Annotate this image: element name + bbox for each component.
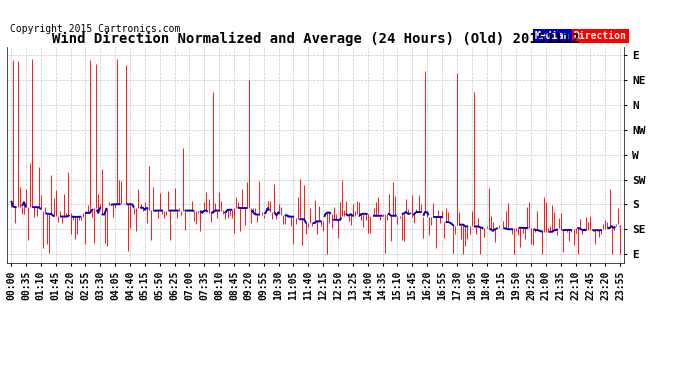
- Text: Direction: Direction: [574, 31, 627, 41]
- Text: Median: Median: [535, 31, 570, 41]
- Text: Copyright 2015 Cartronics.com: Copyright 2015 Cartronics.com: [10, 24, 181, 34]
- Title: Wind Direction Normalized and Average (24 Hours) (Old) 20151112: Wind Direction Normalized and Average (2…: [52, 32, 580, 46]
